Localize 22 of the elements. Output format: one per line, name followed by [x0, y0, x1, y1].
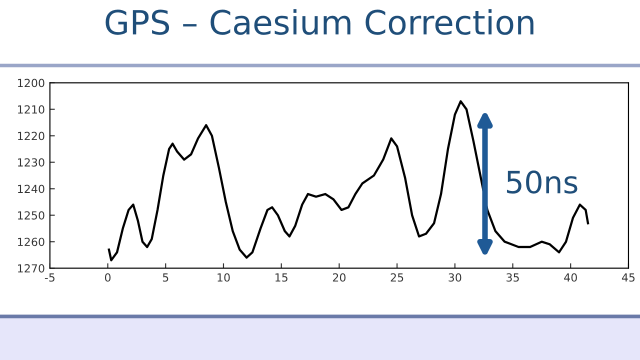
x-tick-label: 45 [622, 273, 635, 282]
x-tick-label: 15 [275, 273, 288, 282]
y-tick-label: 1260 [18, 238, 44, 246]
y-tick-label: 1210 [18, 105, 44, 114]
y-tick-label: 1200 [18, 78, 44, 88]
x-tick-label: 25 [390, 273, 404, 282]
y-tick-label: 1250 [18, 211, 44, 220]
x-tick-label: 20 [332, 273, 346, 282]
x-tick-label: 5 [162, 273, 168, 282]
line-series [108, 100, 590, 262]
chart-title: GPS – Caesium Correction [106, 9, 534, 35]
x-tick-label: 40 [564, 273, 577, 282]
x-tick-label: -5 [44, 273, 54, 282]
x-tick-label: 0 [104, 273, 111, 282]
x-tick-label: 10 [218, 273, 230, 282]
x-tick-label: 30 [448, 273, 462, 282]
y-tick-label: 1230 [18, 158, 44, 167]
x-tick-label: 35 [506, 273, 519, 282]
y-tick-label: 1270 [18, 264, 44, 273]
y-tick-label: 1240 [18, 184, 44, 194]
annotation: 50ns [506, 170, 578, 194]
y-tick-label: 1220 [18, 132, 44, 140]
